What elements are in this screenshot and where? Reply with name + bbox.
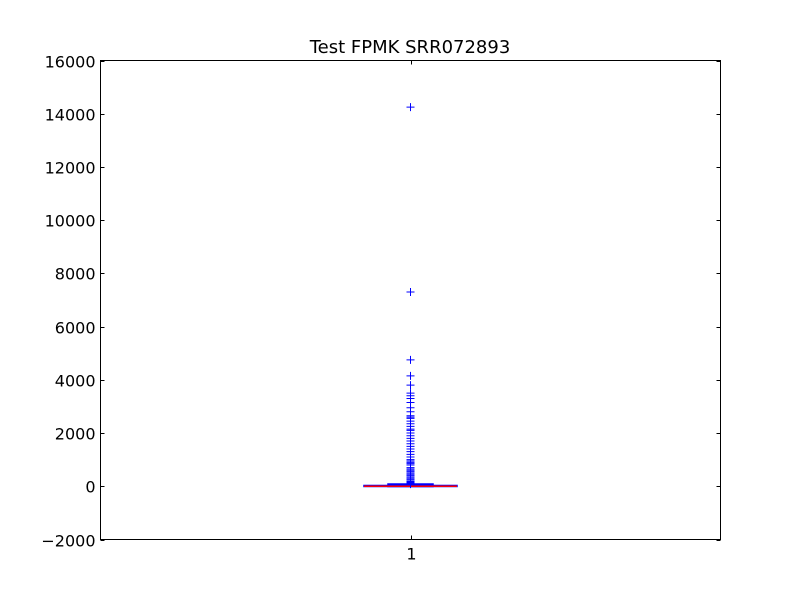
- y-tick-label: 16000: [45, 53, 96, 72]
- outlier-point: [406, 103, 415, 112]
- outlier-point: [406, 480, 415, 489]
- y-tick-label: 4000: [55, 372, 96, 391]
- x-axis: 1: [406, 60, 417, 564]
- axes-frame: [100, 60, 721, 540]
- y-tick-label: 0: [85, 478, 95, 497]
- y-tick-label: 12000: [45, 159, 96, 178]
- y-tick-label: −2000: [41, 532, 95, 551]
- outlier-point: [406, 355, 415, 364]
- y-tick-label: 6000: [55, 319, 96, 338]
- y-axis: −2000 0 2000 4000 6000 8000 10000 12000 14000 160…: [41, 53, 721, 551]
- outlier-point: [406, 371, 415, 380]
- chart-title: Test FPMK SRR072893: [309, 37, 511, 58]
- y-tick-label: 2000: [55, 425, 96, 444]
- y-tick-label: 14000: [45, 106, 96, 125]
- outlier-point: [406, 381, 415, 390]
- plot-area: [363, 103, 458, 489]
- y-tick-label: 8000: [55, 265, 96, 284]
- x-tick-label: 1: [406, 545, 416, 564]
- outlier-point: [406, 288, 415, 297]
- y-tick-label: 10000: [45, 212, 96, 231]
